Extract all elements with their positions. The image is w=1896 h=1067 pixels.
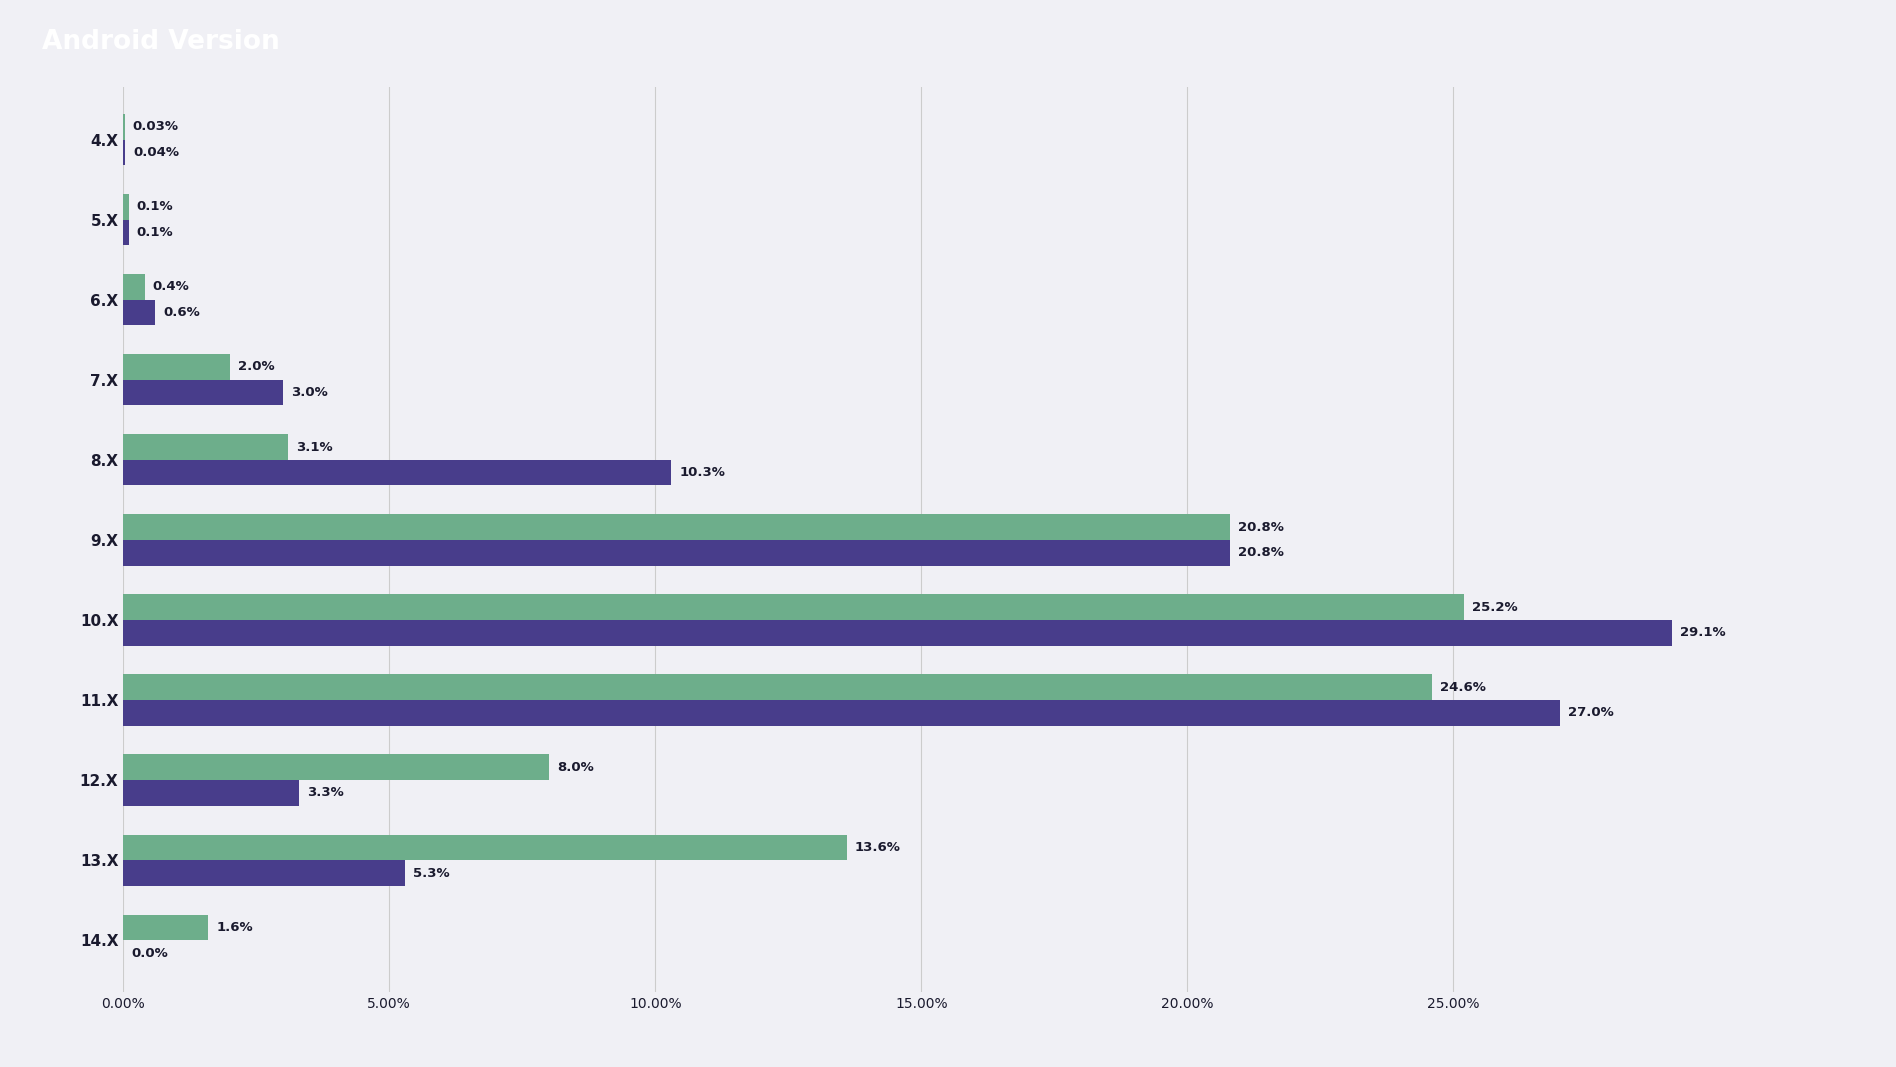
Bar xyxy=(123,354,229,380)
Text: 0.1%: 0.1% xyxy=(137,226,173,239)
Text: 3.0%: 3.0% xyxy=(290,386,328,399)
Text: 29.1%: 29.1% xyxy=(1680,626,1725,639)
Text: 27.0%: 27.0% xyxy=(1568,706,1613,719)
Bar xyxy=(123,434,288,460)
Bar xyxy=(123,594,1464,620)
Text: 10.3%: 10.3% xyxy=(679,466,724,479)
Bar xyxy=(123,514,1231,540)
Text: 0.03%: 0.03% xyxy=(133,121,178,133)
Text: 13.6%: 13.6% xyxy=(855,841,901,854)
Bar xyxy=(123,460,671,485)
Text: 8.0%: 8.0% xyxy=(557,761,593,774)
Bar xyxy=(123,754,550,780)
Text: 2.0%: 2.0% xyxy=(237,361,275,373)
Bar xyxy=(123,194,129,220)
Text: 5.3%: 5.3% xyxy=(413,866,449,879)
Text: Android Version: Android Version xyxy=(42,29,279,55)
Bar xyxy=(123,914,209,940)
Text: 1.6%: 1.6% xyxy=(216,921,252,934)
Text: 20.8%: 20.8% xyxy=(1238,521,1284,534)
Bar xyxy=(123,700,1560,726)
Bar xyxy=(123,540,1231,566)
Text: 25.2%: 25.2% xyxy=(1471,601,1517,614)
Text: 0.04%: 0.04% xyxy=(133,146,180,159)
Text: 20.8%: 20.8% xyxy=(1238,546,1284,559)
Text: 3.1%: 3.1% xyxy=(296,441,334,453)
Bar xyxy=(123,860,406,886)
Bar xyxy=(123,380,283,405)
Bar xyxy=(123,140,125,165)
Bar xyxy=(123,674,1431,700)
Bar xyxy=(123,274,144,300)
Text: 24.6%: 24.6% xyxy=(1441,681,1486,694)
Text: 0.1%: 0.1% xyxy=(137,201,173,213)
Bar xyxy=(123,220,129,245)
Bar xyxy=(123,834,848,860)
Text: 0.4%: 0.4% xyxy=(152,281,190,293)
Bar xyxy=(123,300,155,325)
Text: 0.0%: 0.0% xyxy=(131,946,169,959)
Text: 3.3%: 3.3% xyxy=(307,786,343,799)
Bar xyxy=(123,780,300,806)
Text: 0.6%: 0.6% xyxy=(163,306,199,319)
Bar xyxy=(123,620,1672,646)
